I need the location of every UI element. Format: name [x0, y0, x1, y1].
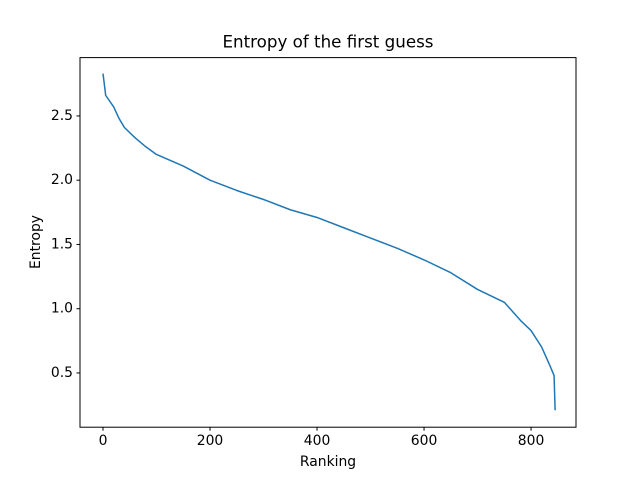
y-tick-label: 2.5: [51, 108, 73, 124]
y-tick-label: 2.0: [51, 172, 73, 188]
y-axis-label: Entropy: [28, 215, 44, 269]
x-tick-label: 600: [411, 433, 438, 449]
x-tick-label: 400: [304, 433, 331, 449]
x-tick-label: 800: [518, 433, 545, 449]
y-tick-label: 0.5: [51, 365, 73, 381]
x-axis-label: Ranking: [300, 454, 356, 470]
y-tick-label: 1.0: [51, 301, 73, 317]
plot-frame: [79, 57, 577, 428]
data-line: [102, 73, 556, 411]
y-tick-label: 1.5: [51, 236, 73, 252]
x-tick-label: 200: [197, 433, 224, 449]
chart-title: Entropy of the first guess: [223, 32, 434, 52]
x-tick-label: 0: [99, 433, 108, 449]
